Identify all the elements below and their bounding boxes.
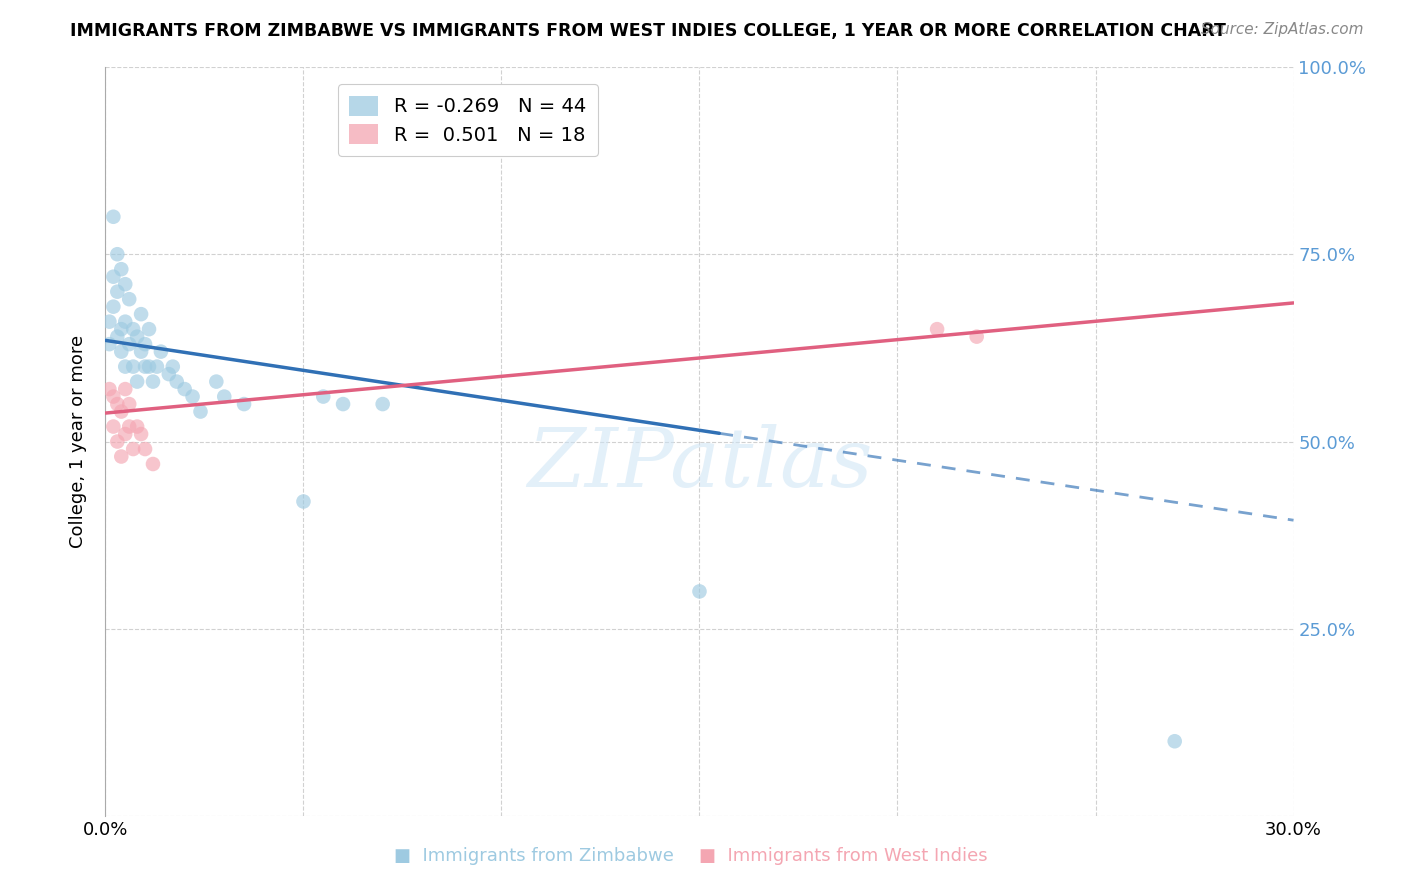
Point (332, 397, 354, 411)
Point (110, 262, 132, 277)
Point (138, 322, 160, 336)
Point (122, 359, 145, 374)
Text: Source: ZipAtlas.com: Source: ZipAtlas.com (1201, 22, 1364, 37)
Point (966, 329, 988, 343)
Point (103, 419, 125, 434)
Point (114, 359, 136, 374)
Point (122, 442, 145, 456)
Point (127, 329, 149, 343)
Point (162, 359, 184, 374)
Point (173, 382, 195, 396)
Point (157, 367, 180, 381)
Legend: R = -0.269   N = 44, R =  0.501   N = 18: R = -0.269 N = 44, R = 0.501 N = 18 (337, 84, 598, 156)
Point (98, 337, 121, 351)
Point (110, 322, 132, 336)
Point (105, 329, 128, 343)
Text: ■  Immigrants from West Indies: ■ Immigrants from West Indies (699, 847, 988, 865)
Point (312, 390, 335, 404)
Point (105, 285, 128, 299)
Point (134, 337, 156, 351)
Y-axis label: College, 1 year or more: College, 1 year or more (69, 335, 87, 548)
Point (122, 322, 145, 336)
Point (689, 584, 711, 599)
Point (142, 457, 165, 471)
Point (98, 382, 121, 396)
Point (105, 434, 128, 449)
Point (105, 397, 128, 411)
Point (114, 315, 136, 329)
Point (110, 450, 132, 464)
Point (205, 375, 228, 389)
Point (118, 337, 141, 351)
Point (134, 359, 156, 374)
Point (118, 419, 141, 434)
Point (114, 277, 136, 292)
Point (103, 210, 125, 224)
Point (105, 247, 128, 261)
Point (103, 390, 125, 404)
Point (149, 344, 172, 359)
Point (142, 375, 165, 389)
Point (98, 315, 121, 329)
Point (127, 419, 149, 434)
Text: ■  Immigrants from Zimbabwe: ■ Immigrants from Zimbabwe (394, 847, 675, 865)
Point (103, 300, 125, 314)
Point (214, 390, 236, 404)
Text: IMMIGRANTS FROM ZIMBABWE VS IMMIGRANTS FROM WEST INDIES COLLEGE, 1 YEAR OR MORE : IMMIGRANTS FROM ZIMBABWE VS IMMIGRANTS F… (70, 22, 1226, 40)
Point (110, 404, 132, 418)
Point (114, 382, 136, 396)
Point (233, 397, 256, 411)
Point (925, 322, 948, 336)
Point (129, 344, 152, 359)
Point (371, 397, 394, 411)
Point (129, 427, 152, 442)
Point (292, 494, 315, 508)
Point (181, 390, 204, 404)
Point (103, 269, 125, 284)
Point (190, 404, 212, 418)
Point (134, 442, 156, 456)
Point (129, 307, 152, 321)
Point (138, 359, 160, 374)
Point (114, 427, 136, 442)
Point (166, 375, 188, 389)
Point (1164, 734, 1187, 748)
Text: ZIPatlas: ZIPatlas (527, 424, 872, 504)
Point (110, 344, 132, 359)
Point (118, 292, 141, 306)
Point (118, 397, 141, 411)
Point (146, 359, 169, 374)
Point (127, 375, 149, 389)
